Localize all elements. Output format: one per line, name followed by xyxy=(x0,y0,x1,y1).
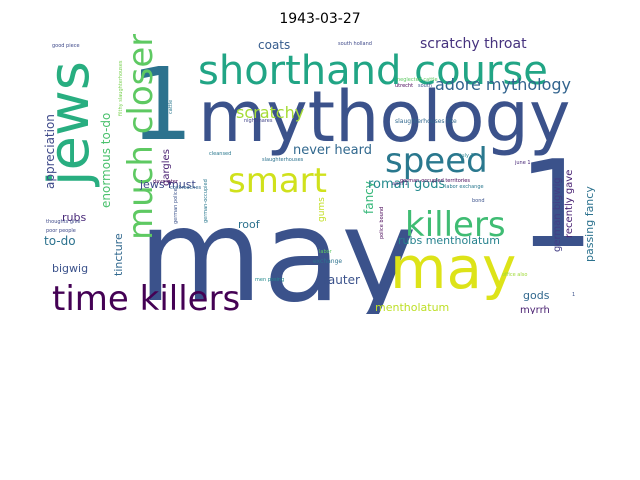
cloud-word: smart xyxy=(228,161,327,201)
cloud-word: time killers xyxy=(52,279,240,314)
cloud-word: to-do xyxy=(44,234,76,248)
cloud-word: south holland xyxy=(338,41,372,47)
cloud-word: men posing xyxy=(255,277,284,283)
cloud-word: neglected cattle xyxy=(397,77,438,83)
chart-title: 1943-03-27 xyxy=(279,11,361,27)
cloud-word: killers xyxy=(405,205,506,245)
cloud-word: adore mythology xyxy=(435,75,571,94)
cloud-word: fancy xyxy=(362,181,376,214)
cloud-word: 1 xyxy=(518,136,594,275)
cloud-word: slaughterhouses xyxy=(262,157,304,163)
cloud-word: german-occupied territories xyxy=(400,178,470,184)
cloud-word: shorthand course xyxy=(198,48,548,94)
cloud-word: nightmares xyxy=(244,118,273,124)
cloud-word: mythology xyxy=(198,76,570,158)
cloud-word: slaughterhouses like xyxy=(395,118,457,125)
cloud-word: 1 xyxy=(572,292,575,298)
word-cloud: may mythology 1 may 1 jews shorthand course tim… xyxy=(40,34,600,314)
cloud-word: rubs mentholatum xyxy=(398,234,500,247)
cloud-word: cockroaches xyxy=(170,185,202,191)
cloud-word: german police xyxy=(173,188,179,224)
cloud-word: roof xyxy=(238,218,261,231)
cloud-word: mentholatum xyxy=(375,301,449,314)
cloud-word: jews xyxy=(40,61,102,188)
cloud-word: appreciation xyxy=(43,114,57,189)
cloud-word: enormous to-do xyxy=(99,113,113,208)
cloud-word: german bigwig xyxy=(552,177,563,252)
cloud-word: myrrh xyxy=(520,305,550,314)
cloud-word: may xyxy=(138,182,417,314)
cloud-word: may xyxy=(390,234,516,302)
cloud-word: utrecht xyxy=(395,83,413,89)
cloud-word: cattle xyxy=(168,100,174,114)
cloud-word: june 1 xyxy=(514,160,531,166)
cloud-word: roman gods xyxy=(368,177,445,192)
cloud-word: labor exchange xyxy=(445,184,484,190)
cloud-word: tincture xyxy=(112,233,125,276)
cloud-word: gums xyxy=(317,197,327,222)
cloud-word: rauter xyxy=(323,273,360,287)
cloud-word: gods xyxy=(523,289,550,302)
cloud-word: labor xyxy=(319,249,333,255)
cloud-word: speed xyxy=(385,141,488,181)
cloud-word: exchange xyxy=(313,258,342,265)
cloud-word: bond xyxy=(472,198,485,204)
cloud-word: poor people xyxy=(46,228,76,234)
cloud-word: coats xyxy=(258,38,290,52)
cloud-word: scratchy throat xyxy=(420,36,527,52)
cloud-word: days later xyxy=(153,179,179,185)
cloud-word: office also xyxy=(502,272,527,278)
cloud-word: much closer xyxy=(121,34,161,240)
cloud-word: july 1 xyxy=(459,153,474,159)
cloud-word: gargles xyxy=(161,149,172,186)
cloud-word: south xyxy=(418,83,432,89)
cloud-word: passing fancy xyxy=(583,186,596,262)
cloud-word: german-occupied xyxy=(203,179,209,223)
cloud-word: bigwig xyxy=(52,262,88,275)
cloud-word: thoughts give xyxy=(46,219,80,225)
cloud-word: filthy slaughterhouses xyxy=(118,60,124,116)
cloud-word: never heard xyxy=(293,143,372,158)
cloud-word: jews must xyxy=(139,178,196,191)
cloud-word: april 1 xyxy=(392,181,408,187)
cloud-word: good piece xyxy=(52,43,80,49)
cloud-word: cleansed xyxy=(209,151,231,157)
cloud-word: rubs xyxy=(62,211,86,224)
cloud-word: scratchy xyxy=(236,103,304,122)
cloud-word: recently gave xyxy=(564,170,575,238)
cloud-word: 1 xyxy=(130,46,194,163)
cloud-word: police bound xyxy=(379,207,385,239)
